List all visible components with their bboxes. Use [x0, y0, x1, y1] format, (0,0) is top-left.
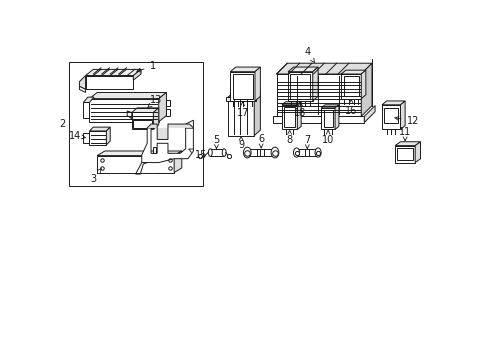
Polygon shape [97, 151, 182, 156]
Text: 4: 4 [304, 48, 315, 63]
Ellipse shape [271, 147, 279, 158]
Polygon shape [230, 72, 255, 101]
Polygon shape [153, 108, 159, 130]
Ellipse shape [294, 148, 300, 157]
Bar [167, 100, 171, 106]
Polygon shape [400, 101, 405, 130]
Polygon shape [89, 93, 167, 99]
Text: 13: 13 [147, 95, 163, 108]
Text: 14: 14 [70, 131, 85, 141]
Polygon shape [321, 105, 339, 108]
Polygon shape [395, 145, 415, 163]
Polygon shape [132, 108, 159, 112]
Polygon shape [83, 133, 89, 143]
Bar [97, 156, 174, 172]
Text: 12: 12 [395, 116, 419, 126]
Polygon shape [89, 131, 106, 145]
Polygon shape [247, 149, 275, 156]
Polygon shape [361, 63, 372, 116]
Polygon shape [89, 99, 159, 122]
Polygon shape [282, 102, 301, 105]
Text: 5: 5 [213, 135, 220, 149]
Polygon shape [106, 127, 110, 145]
Polygon shape [228, 97, 254, 136]
Text: 2: 2 [59, 119, 66, 129]
Text: 1: 1 [137, 61, 156, 72]
Polygon shape [136, 163, 147, 174]
Text: 17: 17 [237, 102, 249, 118]
Polygon shape [230, 67, 260, 72]
Polygon shape [341, 74, 361, 99]
Text: 7: 7 [304, 135, 311, 149]
Polygon shape [382, 101, 405, 105]
Polygon shape [152, 147, 156, 153]
Bar [210, 149, 224, 156]
Polygon shape [133, 69, 141, 80]
Text: 9: 9 [238, 136, 244, 150]
Polygon shape [132, 112, 153, 130]
Polygon shape [288, 67, 318, 72]
Polygon shape [341, 70, 366, 74]
Polygon shape [415, 142, 420, 163]
Text: 16: 16 [345, 100, 357, 116]
Polygon shape [296, 149, 318, 156]
Polygon shape [83, 103, 89, 118]
Polygon shape [365, 105, 375, 122]
Bar [397, 148, 413, 160]
Polygon shape [382, 105, 400, 130]
Polygon shape [142, 128, 194, 163]
Text: 15: 15 [189, 149, 207, 160]
Text: 3: 3 [90, 168, 101, 184]
Polygon shape [276, 63, 372, 74]
Polygon shape [361, 70, 366, 99]
Bar [133, 120, 152, 128]
Polygon shape [79, 76, 86, 89]
Text: 11: 11 [399, 127, 411, 141]
Polygon shape [335, 105, 339, 130]
Polygon shape [89, 127, 110, 131]
Polygon shape [186, 120, 194, 128]
Bar [69, 62, 203, 186]
Polygon shape [273, 116, 365, 122]
Polygon shape [86, 69, 141, 76]
Text: 6: 6 [258, 134, 264, 148]
Ellipse shape [222, 149, 226, 156]
Polygon shape [159, 93, 167, 122]
Bar [226, 97, 256, 101]
Polygon shape [321, 108, 335, 130]
Polygon shape [147, 124, 194, 139]
Polygon shape [254, 92, 260, 136]
Polygon shape [313, 67, 318, 101]
Bar [167, 109, 171, 116]
Polygon shape [174, 151, 182, 172]
Bar [233, 74, 253, 99]
Polygon shape [276, 74, 361, 116]
Bar [343, 76, 359, 96]
Ellipse shape [315, 148, 321, 157]
Text: 18: 18 [294, 102, 307, 118]
Polygon shape [255, 67, 260, 101]
Bar [323, 110, 333, 127]
Text: 8: 8 [287, 130, 293, 145]
Polygon shape [86, 76, 133, 89]
Polygon shape [79, 86, 86, 93]
Polygon shape [127, 111, 132, 119]
Bar [291, 74, 311, 99]
Text: 10: 10 [322, 130, 334, 145]
Polygon shape [288, 72, 313, 101]
Bar [384, 108, 398, 123]
Ellipse shape [244, 147, 251, 158]
Polygon shape [297, 102, 301, 130]
Polygon shape [395, 142, 420, 145]
Polygon shape [282, 105, 297, 130]
Ellipse shape [208, 149, 212, 156]
Bar [284, 107, 295, 127]
Polygon shape [228, 92, 260, 97]
Polygon shape [83, 97, 94, 103]
